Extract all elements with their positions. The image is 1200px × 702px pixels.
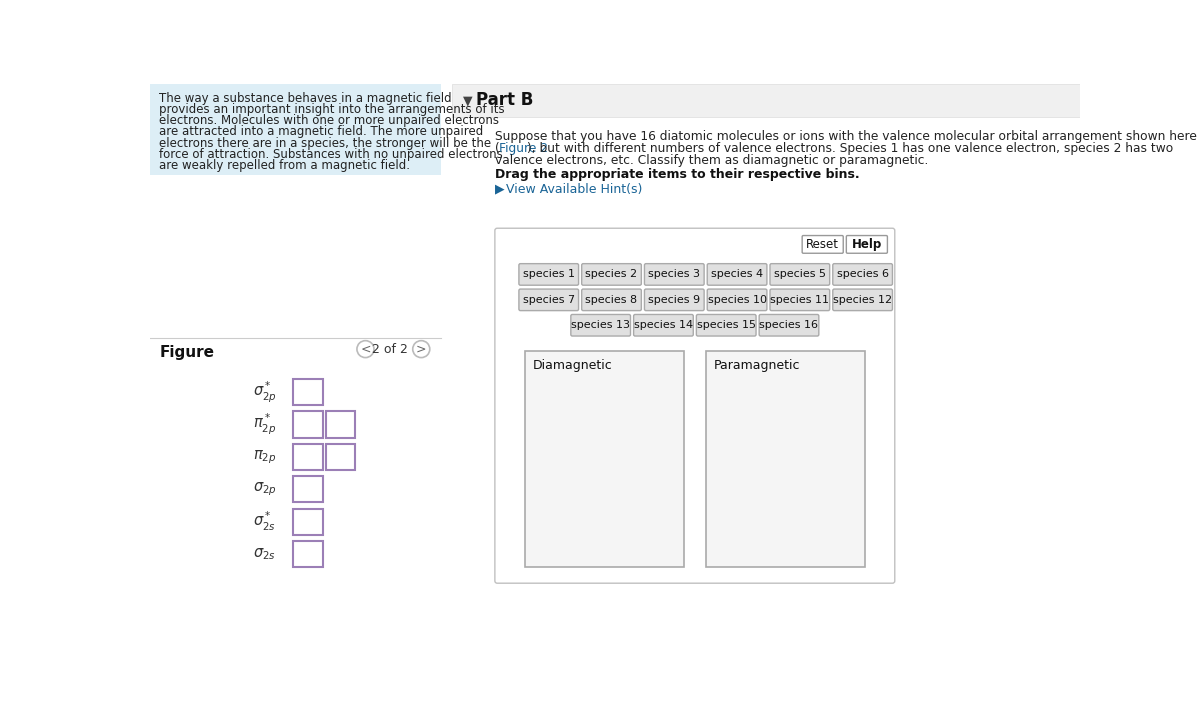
Text: Part B: Part B (475, 91, 533, 110)
Text: species 9: species 9 (648, 295, 701, 305)
Text: Figure 2: Figure 2 (499, 142, 547, 155)
Text: species 15: species 15 (697, 320, 756, 330)
FancyBboxPatch shape (293, 508, 323, 535)
Text: $\pi^*_{2p}$: $\pi^*_{2p}$ (253, 412, 276, 437)
Text: species 12: species 12 (833, 295, 892, 305)
FancyBboxPatch shape (707, 289, 767, 310)
FancyBboxPatch shape (293, 411, 323, 437)
FancyBboxPatch shape (494, 228, 895, 583)
FancyBboxPatch shape (696, 314, 756, 336)
Circle shape (413, 340, 430, 357)
FancyBboxPatch shape (770, 289, 829, 310)
Text: <: < (360, 343, 371, 356)
Text: are attracted into a magnetic field. The more unpaired: are attracted into a magnetic field. The… (160, 126, 484, 138)
Text: species 8: species 8 (586, 295, 637, 305)
Text: The way a substance behaves in a magnetic field: The way a substance behaves in a magneti… (160, 92, 452, 105)
FancyBboxPatch shape (760, 314, 818, 336)
Text: species 1: species 1 (523, 270, 575, 279)
FancyBboxPatch shape (518, 264, 578, 285)
Text: species 13: species 13 (571, 320, 630, 330)
Circle shape (356, 340, 374, 357)
FancyBboxPatch shape (293, 444, 323, 470)
FancyBboxPatch shape (833, 289, 893, 310)
Text: View Available Hint(s): View Available Hint(s) (505, 183, 642, 196)
FancyBboxPatch shape (707, 264, 767, 285)
FancyBboxPatch shape (644, 289, 704, 310)
Text: $\pi_{2p}$: $\pi_{2p}$ (253, 448, 276, 465)
Text: Suppose that you have 16 diatomic molecules or ions with the valence molecular o: Suppose that you have 16 diatomic molecu… (494, 131, 1196, 143)
FancyBboxPatch shape (644, 264, 704, 285)
Text: $\sigma^*_{2s}$: $\sigma^*_{2s}$ (253, 510, 276, 534)
Text: Paramagnetic: Paramagnetic (714, 359, 800, 372)
Text: electrons there are in a species, the stronger will be the: electrons there are in a species, the st… (160, 137, 492, 150)
Text: ▼: ▼ (463, 94, 473, 107)
Text: force of attraction. Substances with no unpaired electrons: force of attraction. Substances with no … (160, 147, 503, 161)
FancyBboxPatch shape (571, 314, 630, 336)
Text: species 2: species 2 (586, 270, 637, 279)
FancyBboxPatch shape (293, 379, 323, 405)
Text: ▶: ▶ (494, 183, 509, 196)
Text: species 14: species 14 (634, 320, 694, 330)
FancyBboxPatch shape (634, 314, 694, 336)
FancyBboxPatch shape (452, 84, 1080, 117)
FancyBboxPatch shape (293, 541, 323, 567)
Text: Diamagnetic: Diamagnetic (533, 359, 613, 372)
Text: electrons. Molecules with one or more unpaired electrons: electrons. Molecules with one or more un… (160, 114, 499, 127)
Text: (: ( (494, 142, 499, 155)
Text: $\sigma^*_{2p}$: $\sigma^*_{2p}$ (252, 380, 276, 405)
FancyBboxPatch shape (802, 236, 844, 253)
Text: are weakly repelled from a magnetic field.: are weakly repelled from a magnetic fiel… (160, 159, 410, 172)
FancyBboxPatch shape (582, 264, 641, 285)
Text: Help: Help (852, 238, 882, 251)
Text: Drag the appropriate items to their respective bins.: Drag the appropriate items to their resp… (494, 168, 859, 181)
FancyBboxPatch shape (326, 411, 355, 437)
FancyBboxPatch shape (706, 352, 864, 567)
FancyBboxPatch shape (833, 264, 893, 285)
Text: 2 of 2: 2 of 2 (372, 343, 408, 356)
FancyBboxPatch shape (582, 289, 641, 310)
FancyBboxPatch shape (293, 476, 323, 503)
Text: species 6: species 6 (836, 270, 889, 279)
Text: $\sigma_{2s}$: $\sigma_{2s}$ (253, 546, 276, 562)
Text: species 3: species 3 (648, 270, 701, 279)
Text: species 5: species 5 (774, 270, 826, 279)
FancyBboxPatch shape (846, 236, 888, 253)
Text: >: > (416, 343, 426, 356)
Text: valence electrons, etc. Classify them as diamagnetic or paramagnetic.: valence electrons, etc. Classify them as… (494, 154, 929, 166)
FancyBboxPatch shape (518, 289, 578, 310)
Text: species 16: species 16 (760, 320, 818, 330)
Text: Figure: Figure (160, 345, 215, 359)
Text: ), but with different numbers of valence electrons. Species 1 has one valence el: ), but with different numbers of valence… (528, 142, 1174, 155)
FancyBboxPatch shape (770, 264, 829, 285)
FancyBboxPatch shape (526, 352, 684, 567)
Text: species 10: species 10 (708, 295, 767, 305)
Text: species 7: species 7 (523, 295, 575, 305)
Text: $\sigma_{2p}$: $\sigma_{2p}$ (252, 480, 276, 498)
Text: species 11: species 11 (770, 295, 829, 305)
Text: species 4: species 4 (710, 270, 763, 279)
Text: Reset: Reset (806, 238, 839, 251)
FancyBboxPatch shape (150, 84, 442, 175)
Text: provides an important insight into the arrangements of its: provides an important insight into the a… (160, 103, 505, 116)
FancyBboxPatch shape (326, 444, 355, 470)
